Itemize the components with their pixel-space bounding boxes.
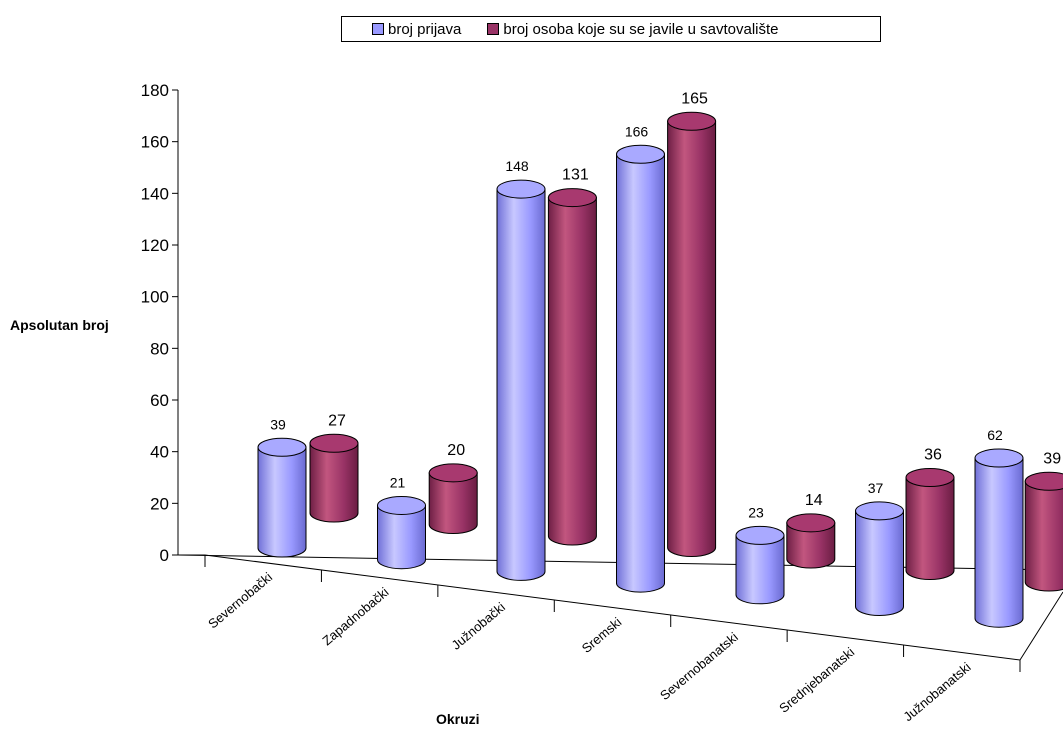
data-label: 62 [987,427,1003,443]
bar-prijava [974,457,1024,628]
y-tick-label: 120 [141,236,169,255]
bar-top-osoba [905,468,955,487]
legend-swatch-series-1 [372,23,384,35]
data-label: 36 [924,447,942,464]
bar-osoba [1024,480,1063,592]
bar-top-prijava [496,179,546,199]
data-label: 14 [805,492,823,509]
y-tick-label: 40 [150,443,169,462]
x-tick-label: Sremski [579,614,625,656]
data-label: 131 [562,167,589,184]
legend-label-series-1: broj prijava [388,20,462,38]
bar-top-prijava [257,437,307,457]
y-tick-label: 160 [141,133,169,152]
bar-top-osoba [667,111,717,131]
legend-item-series-2: broj osoba koje su se javile u savtovali… [487,20,779,38]
y-tick-label: 140 [141,184,169,203]
x-tick-label: Srednjebanatski [776,644,857,715]
bar-top-prijava [855,501,904,521]
data-label: 166 [625,123,649,139]
legend-label-series-2: broj osoba koje su se javile u savtovali… [503,20,779,38]
bar-prijava [377,504,426,570]
data-label: 39 [270,416,286,432]
bar-prijava [855,510,904,616]
data-label: 20 [447,442,465,459]
y-tick-label: 100 [141,288,169,307]
bar-top-osoba [547,188,597,208]
y-tick-label: 80 [150,339,169,358]
data-label: 37 [868,480,884,496]
bar-prijava [735,534,785,605]
bar-top-prijava [974,448,1024,468]
x-tick-label: Južnobanatski [900,659,973,724]
bar-prijava [616,153,665,593]
legend-item-series-1: broj prijava [372,21,461,38]
bar-osoba [667,120,717,557]
bar-top-osoba [1024,471,1063,491]
bar-osoba [905,477,955,580]
bar-osoba [547,197,597,546]
x-tick-label: Južnobački [449,599,509,652]
y-tick-label: 0 [160,546,169,565]
bar-top-osoba [786,513,836,533]
bar-top-osoba [428,463,478,483]
bar-osoba [309,442,359,523]
data-label: 39 [1043,450,1061,467]
chart-legend: broj prijava broj osoba koje su se javil… [341,16,881,42]
bar-top-osoba [309,433,359,453]
bar-prijava [257,446,307,558]
data-label: 148 [505,158,529,174]
legend-swatch-series-2 [487,23,500,35]
bar-osoba [786,522,836,569]
bar-top-prijava [735,525,785,545]
data-label: 27 [328,412,346,429]
y-axis-title: Apsolutan broj [10,317,109,333]
data-label: 21 [390,474,406,490]
bar-top-prijava [616,144,665,164]
y-tick-label: 60 [150,391,169,410]
bar-osoba [428,472,478,534]
y-tick-label: 20 [150,494,169,513]
data-label: 165 [681,90,708,107]
data-label: 23 [748,504,764,520]
x-axis-title: Okruzi [436,711,480,727]
bar-prijava [496,188,546,581]
floor-front-edge [178,554,1063,661]
x-tick-label: Severnobački [205,569,275,631]
x-tick-label: Severnobanatski [657,629,741,703]
y-tick-label: 180 [141,81,169,100]
bar-top-prijava [377,495,426,515]
x-tick-label: Zapadnobački [319,584,391,648]
